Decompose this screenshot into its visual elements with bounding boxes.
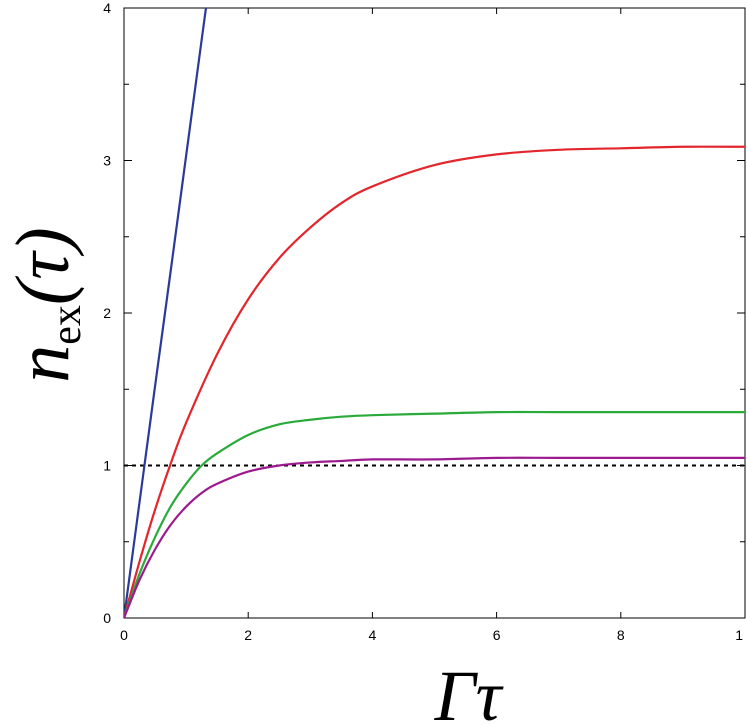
x-tick-label: 0 — [120, 627, 128, 643]
y-tick-label: 2 — [103, 305, 111, 321]
y-axis-title-argument: (τ) — [1, 227, 85, 305]
x-tick-label: 8 — [617, 627, 625, 643]
x-axis-title: Γτ — [434, 656, 504, 726]
series-line-3 — [124, 410, 745, 618]
series-line-2 — [124, 145, 745, 618]
y-axis-title-subscript: ex — [44, 305, 90, 345]
series-group — [124, 8, 745, 618]
y-axis-title-main: n — [1, 345, 85, 383]
y-axis-title: nex(τ) — [1, 227, 90, 382]
x-tick-label: 2 — [244, 627, 252, 643]
plot-frame — [123, 7, 746, 619]
series-line-1 — [124, 8, 208, 618]
x-tick-label: 4 — [369, 627, 377, 643]
y-tick-label: 4 — [103, 0, 111, 16]
plot-area-border — [123, 7, 746, 619]
svg-text:nex(τ): nex(τ) — [1, 227, 90, 382]
tick-labels: 0 2 4 6 8 1 0 0 1 2 3 4 — [103, 0, 747, 643]
series-line-4 — [124, 456, 745, 618]
y-tick-label: 3 — [103, 153, 111, 169]
x-tick-label: 6 — [493, 627, 501, 643]
x-tick-label: 1 0 — [735, 627, 747, 643]
y-tick-label: 0 — [103, 610, 111, 626]
y-tick-label: 1 — [103, 458, 111, 474]
axis-ticks — [123, 7, 746, 619]
